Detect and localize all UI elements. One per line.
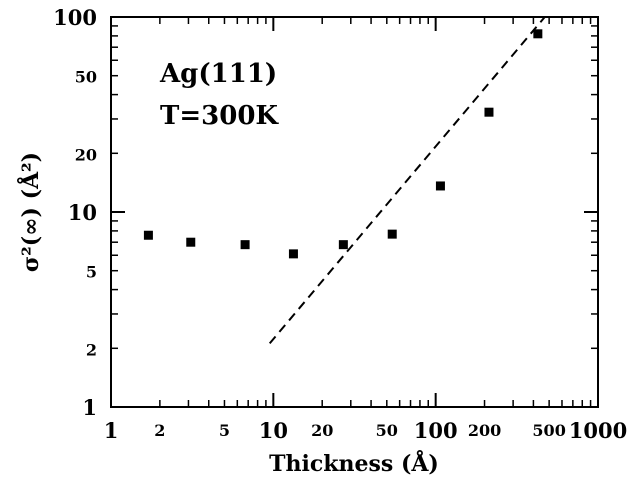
x-tick-label: 1000 [569, 418, 627, 443]
y-tick-label: 100 [53, 5, 97, 30]
x-tick-label: 100 [414, 418, 458, 443]
data-point [338, 240, 348, 250]
y-minor-tick-label: 20 [75, 145, 97, 164]
x-minor-tick-label: 500 [532, 421, 565, 440]
x-minor-tick-label: 200 [468, 421, 501, 440]
y-axis-label: σ²(∞) (Å²) [17, 152, 44, 272]
y-minor-tick-label: 5 [86, 263, 97, 282]
x-axis-ticks: 1 10 100 1000 2 5 20 50 200 500 [104, 17, 627, 443]
x-minor-tick-label: 50 [376, 421, 398, 440]
annotation-temperature: T=300K [160, 101, 279, 131]
y-tick-label: 1 [82, 395, 97, 420]
fit-line-dashed [268, 16, 546, 345]
series-layer [143, 16, 546, 345]
y-minor-tick-label: 2 [86, 340, 97, 359]
x-tick-label: 1 [104, 418, 119, 443]
data-point [143, 230, 153, 240]
x-tick-label: 10 [259, 418, 288, 443]
data-point [186, 237, 196, 247]
data-point [387, 229, 397, 239]
data-point [435, 181, 445, 191]
data-point [288, 249, 298, 259]
y-tick-label: 10 [68, 200, 97, 225]
annotation-sample: Ag(111) [159, 59, 277, 89]
x-minor-tick-label: 5 [219, 421, 230, 440]
data-point [484, 107, 494, 117]
y-axis-ticks: 1 10 100 2 5 20 50 [53, 5, 598, 420]
data-point [533, 29, 543, 39]
y-minor-tick-label: 50 [75, 68, 97, 87]
x-axis-label: Thickness (Å) [269, 450, 439, 477]
x-minor-tick-label: 20 [311, 421, 333, 440]
data-point [240, 240, 250, 250]
x-minor-tick-label: 2 [154, 421, 165, 440]
